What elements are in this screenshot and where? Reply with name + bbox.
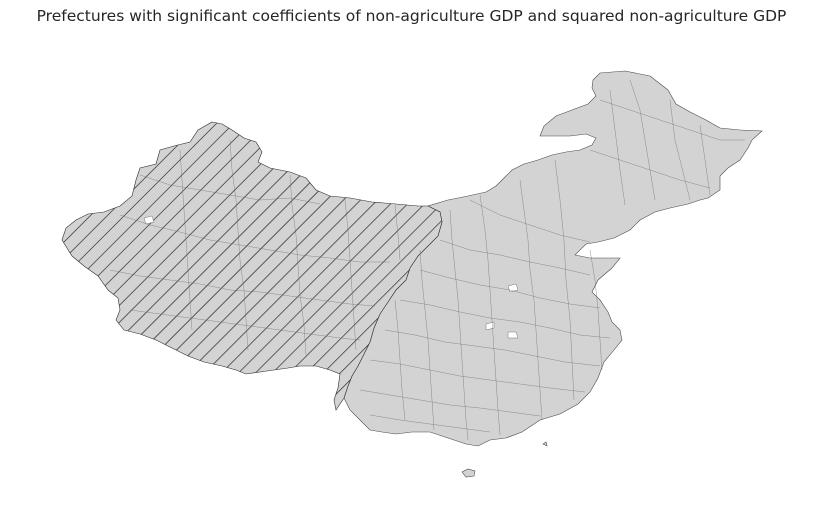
lake-gap — [143, 215, 155, 225]
western-prefecture-boundaries — [109, 139, 401, 356]
hainan-island — [461, 468, 476, 478]
chart-title: Prefectures with significant coefficient… — [36, 7, 787, 25]
eastern-prefecture-boundaries — [359, 79, 745, 441]
small-island — [542, 441, 548, 447]
western-significant-region — [61, 121, 443, 411]
lake-gap — [507, 331, 519, 339]
lake-gap — [485, 321, 495, 331]
eastern-prefectures-region — [343, 70, 763, 447]
